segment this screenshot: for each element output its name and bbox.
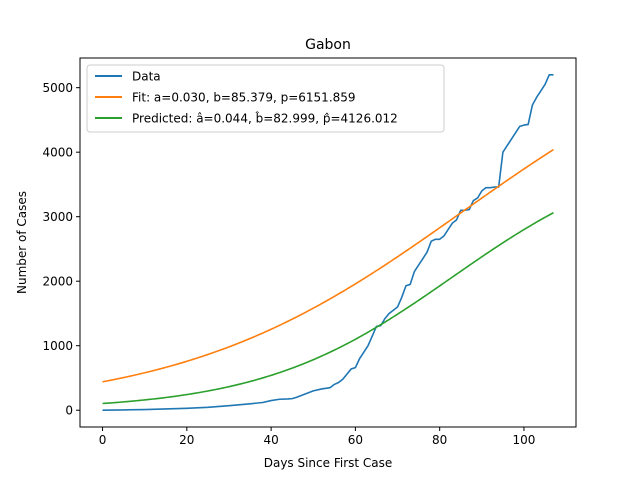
x-tick-label: 80 [432, 433, 447, 447]
x-tick-label: 20 [179, 433, 194, 447]
y-tick-label: 0 [65, 404, 73, 418]
series-line-fit [102, 148, 554, 383]
series-line-predicted [102, 212, 554, 405]
x-axis-label: Days Since First Case [264, 456, 393, 470]
x-tick-label: 40 [263, 433, 278, 447]
legend-box [86, 64, 445, 133]
y-tick-label: 2000 [42, 275, 73, 289]
legend-label-fit: Fit: a=0.030, b=85.379, p=6151.859 [132, 91, 356, 105]
plot-frame [79, 57, 577, 428]
y-axis-label: Number of Cases [15, 191, 29, 294]
legend-label-predicted: Predicted: â=0.044, b̂=82.999, p̂=4126.0… [132, 111, 398, 125]
y-tick-label: 1000 [42, 339, 73, 353]
series-line-data [102, 73, 554, 411]
x-tick-label: 100 [513, 433, 536, 447]
legend-label-data: Data [132, 70, 161, 84]
y-tick-label: 4000 [42, 146, 73, 160]
legend: Data Fit: a=0.030, b=85.379, p=6151.859 … [86, 64, 445, 133]
series-lines [102, 73, 554, 411]
chart-title: Gabon [305, 37, 351, 53]
x-tick-label: 0 [99, 433, 107, 447]
y-tick-label: 3000 [42, 210, 73, 224]
y-tick-label: 5000 [42, 81, 73, 95]
x-tick-label: 60 [348, 433, 363, 447]
